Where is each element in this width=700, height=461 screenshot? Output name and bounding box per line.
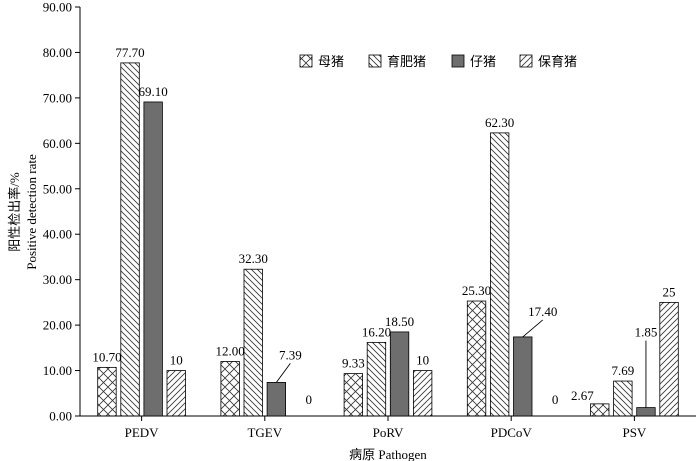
x-axis-title: 病原 Pathogen xyxy=(349,447,427,461)
legend-swatch-finisher xyxy=(368,54,382,68)
x-tick-label: PDCoV xyxy=(491,425,533,440)
bar-sow xyxy=(220,361,240,417)
y-axis-title: 阳性检出率/% Positive detection rate xyxy=(7,154,39,270)
data-label-nursery: 10 xyxy=(416,353,429,368)
bar-nursery xyxy=(166,370,186,417)
data-label-sow: 12.00 xyxy=(216,343,245,358)
data-label-leader xyxy=(275,363,291,383)
bar-sow xyxy=(343,373,364,417)
bar-piglet xyxy=(636,407,656,417)
data-label-finisher: 62.30 xyxy=(485,115,514,130)
x-tick-label: PoRV xyxy=(373,425,404,440)
legend-label-sow: 母猪 xyxy=(318,54,344,69)
data-label-piglet: 18.50 xyxy=(385,314,414,329)
data-label-finisher: 16.20 xyxy=(362,324,391,339)
legend: 母猪 育肥猪 仔猪 保育猪 xyxy=(299,54,577,69)
legend-label-finisher: 育肥猪 xyxy=(387,54,426,69)
data-label-finisher: 77.70 xyxy=(115,45,144,60)
data-label-piglet: 69.10 xyxy=(139,84,168,99)
bar-finisher xyxy=(489,132,510,417)
x-tick-label: TGEV xyxy=(247,425,282,440)
y-tick-label: 80.00 xyxy=(43,45,72,60)
y-tick-label: 90.00 xyxy=(43,0,72,15)
bar-piglet xyxy=(143,101,163,417)
bar-piglet xyxy=(513,336,533,417)
data-label-nursery: 25 xyxy=(663,284,676,299)
data-label-leader xyxy=(522,319,544,338)
legend-swatch-sow xyxy=(299,54,313,68)
data-label-sow: 9.33 xyxy=(342,356,365,371)
y-axis-title-line-2: Positive detection rate xyxy=(24,154,39,270)
bar-finisher xyxy=(243,268,263,417)
bar-sow xyxy=(590,403,610,417)
y-tick-label: 20.00 xyxy=(43,318,72,333)
bar-finisher xyxy=(613,380,633,417)
y-tick-label: 40.00 xyxy=(43,227,72,242)
bar-piglet xyxy=(266,382,287,417)
y-axis-title-line-1: 阳性检出率/% xyxy=(7,172,22,252)
y-axis-ticks: 0.00 10.00 20.00 30.00 40.00 50.00 60.00 70.00 8… xyxy=(43,0,80,424)
bar-finisher xyxy=(120,62,140,417)
legend-swatch-nursery xyxy=(519,54,533,68)
y-tick-label: 30.00 xyxy=(43,272,72,287)
legend-swatch-piglet xyxy=(451,54,465,68)
data-label-sow: 25.30 xyxy=(462,283,491,298)
y-tick-label: 70.00 xyxy=(43,90,72,105)
legend-label-piglet: 仔猪 xyxy=(470,54,496,69)
bar-finisher xyxy=(366,341,387,417)
bar-piglet xyxy=(389,331,410,417)
bar-nursery xyxy=(412,370,433,417)
y-tick-label: 0.00 xyxy=(49,409,72,424)
x-axis-categories: PEDV TGEV PoRV PDCoV PSV xyxy=(125,416,647,440)
bar-series xyxy=(97,62,679,417)
data-label-piglet: 7.39 xyxy=(279,347,302,362)
data-label-sow: 2.67 xyxy=(571,388,594,403)
x-tick-label: PSV xyxy=(622,425,646,440)
x-tick-label: PEDV xyxy=(125,425,160,440)
data-label-finisher: 32.30 xyxy=(239,251,268,266)
bar-nursery xyxy=(659,301,679,417)
data-labels: 10.70 12.00 9.33 25.30 2.67 77.70 32.30 16.20 62… xyxy=(92,45,676,408)
data-label-nursery: 0 xyxy=(552,392,559,407)
bar-sow xyxy=(97,366,117,417)
data-label-nursery: 0 xyxy=(305,392,312,407)
y-tick-label: 50.00 xyxy=(43,181,72,196)
legend-label-nursery: 保育猪 xyxy=(538,54,577,69)
y-tick-label: 10.00 xyxy=(43,363,72,378)
data-label-piglet: 1.85 xyxy=(635,325,658,340)
data-label-sow: 10.70 xyxy=(92,349,121,364)
data-label-nursery: 10 xyxy=(170,353,183,368)
data-label-piglet: 17.40 xyxy=(528,304,557,319)
data-label-finisher: 7.69 xyxy=(611,363,634,378)
y-tick-label: 60.00 xyxy=(43,136,72,151)
bar-sow xyxy=(466,300,487,417)
